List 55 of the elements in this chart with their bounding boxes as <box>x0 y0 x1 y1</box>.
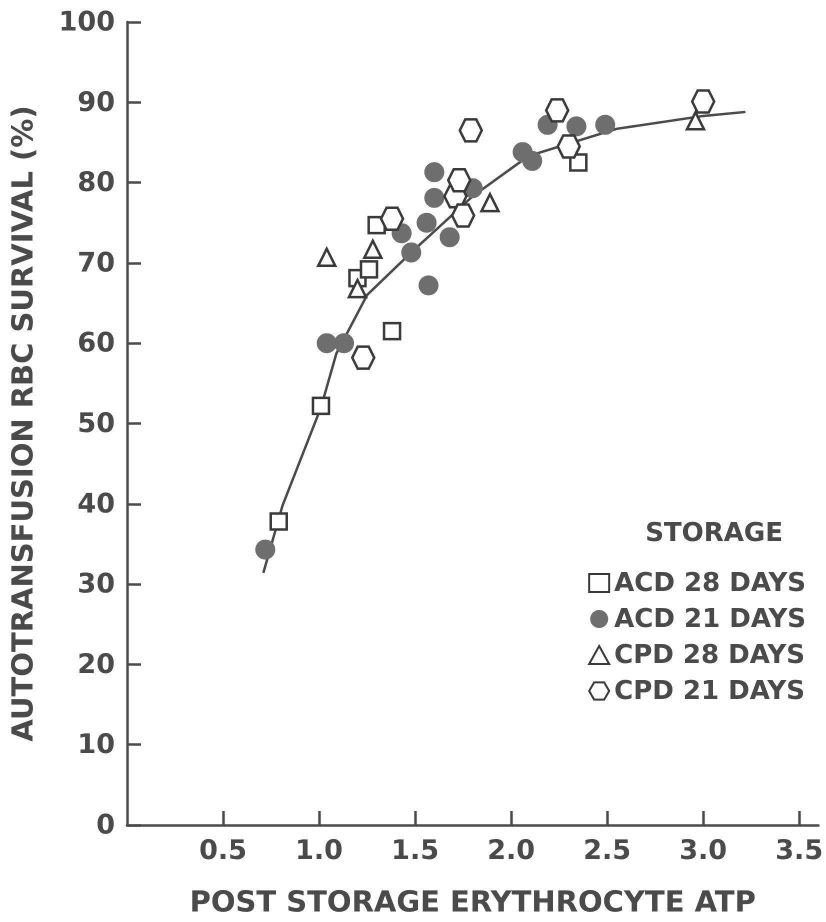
point <box>363 240 383 259</box>
point <box>686 111 706 131</box>
point <box>556 134 581 159</box>
x-tick-label: 3.5 <box>775 835 824 866</box>
point <box>360 260 378 279</box>
x-tick-label: 2.5 <box>583 835 632 866</box>
y-tick-label: 40 <box>77 488 115 520</box>
point <box>458 118 484 143</box>
point <box>418 275 439 296</box>
y-tick-label: 0 <box>96 810 115 840</box>
x-tick-label: 1.5 <box>391 835 440 866</box>
legend-label: ACD 28 DAYS <box>614 568 806 598</box>
point <box>440 227 460 248</box>
point <box>566 116 586 136</box>
legend-label: CPD 28 DAYS <box>614 640 805 670</box>
point <box>447 168 472 192</box>
y-tick-label: 70 <box>77 247 115 278</box>
point <box>255 540 276 560</box>
point <box>348 278 368 298</box>
point <box>350 345 376 370</box>
point <box>522 150 542 171</box>
x-axis-title: POST STORAGE ERYTHROCYTE ATP <box>190 884 756 918</box>
y-tick-label: 30 <box>77 568 115 600</box>
point <box>595 114 616 135</box>
point <box>312 396 330 416</box>
point <box>334 333 354 354</box>
x-tick-label: 0.5 <box>199 835 247 866</box>
y-tick-label: 80 <box>77 167 115 198</box>
point <box>544 98 570 123</box>
legend-label: ACD 21 DAYS <box>614 604 806 634</box>
y-tick-label: 20 <box>77 648 115 680</box>
point <box>316 333 337 354</box>
point <box>480 192 500 212</box>
point <box>569 153 588 172</box>
point <box>450 203 476 228</box>
y-tick-label: 100 <box>58 6 115 38</box>
point <box>690 89 716 114</box>
point <box>382 322 402 340</box>
x-tick-label: 3.0 <box>679 835 728 866</box>
point <box>380 206 404 231</box>
point <box>424 162 444 182</box>
y-axis-title: AUTOTRANSFUSION RBC SURVIVAL (%) <box>6 105 40 742</box>
y-tick-label: 60 <box>77 328 115 359</box>
point <box>316 248 336 268</box>
point <box>416 212 437 233</box>
legend-title: STORAGE <box>645 518 784 548</box>
point <box>424 188 444 208</box>
y-tick-label: 90 <box>77 86 115 118</box>
y-tick-label: 10 <box>77 729 115 760</box>
legend-label: CPD 21 DAYS <box>614 676 805 706</box>
x-tick-label: 2.0 <box>487 835 536 866</box>
point <box>401 242 422 262</box>
x-tick-label: 1.0 <box>295 835 343 866</box>
point <box>269 512 288 531</box>
y-tick-label: 50 <box>77 408 115 439</box>
